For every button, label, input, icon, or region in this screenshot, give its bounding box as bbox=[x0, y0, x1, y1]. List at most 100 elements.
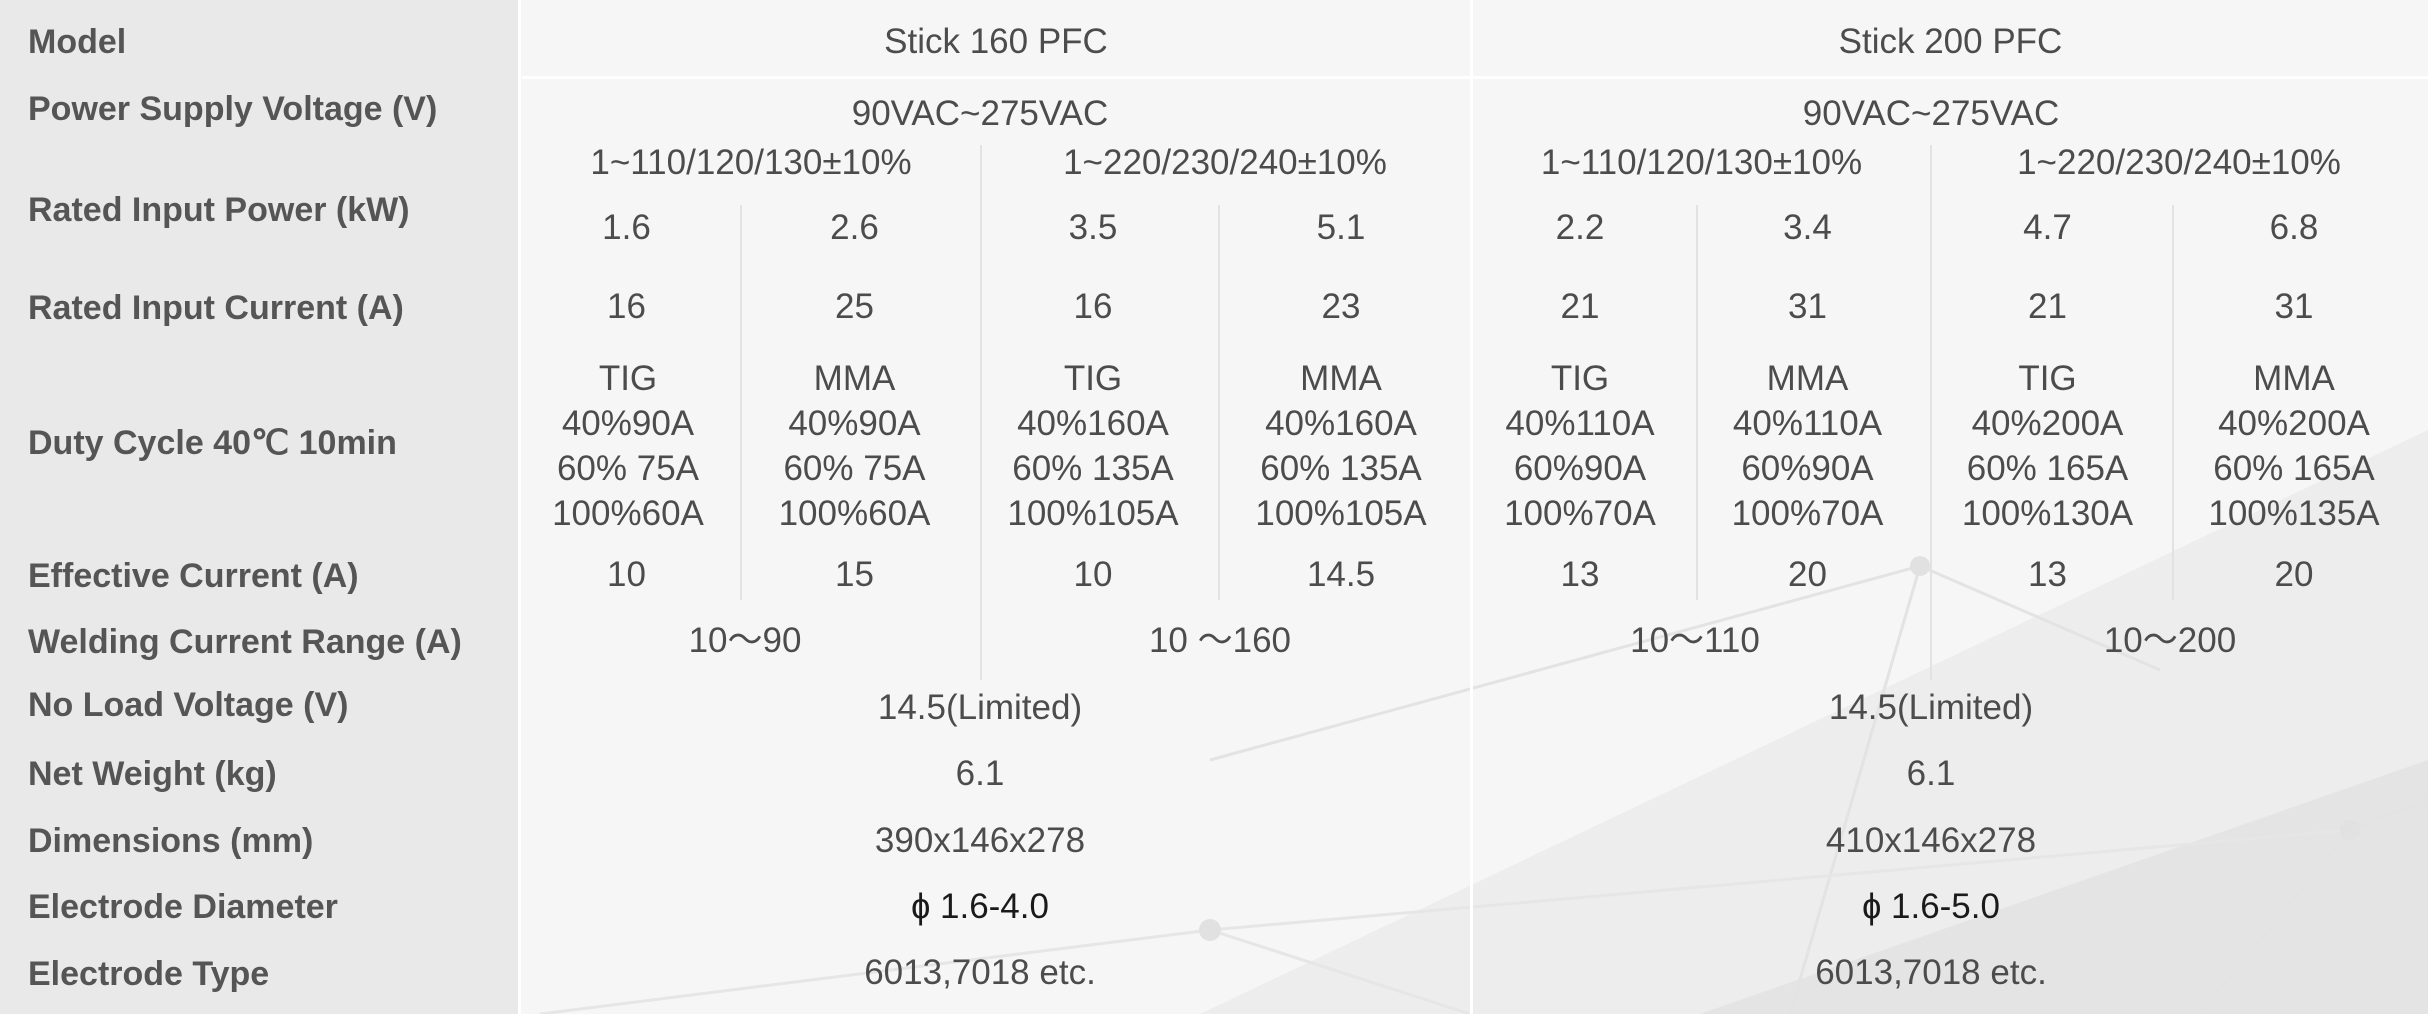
duty-40: 40%90A bbox=[561, 404, 695, 443]
electrode-type-value: 6013,7018 etc. bbox=[864, 953, 1096, 992]
rated-input-current-value: 23 bbox=[1321, 287, 1361, 326]
duty-100: 100%130A bbox=[1961, 494, 2134, 533]
sub-column-divider bbox=[1930, 145, 1932, 680]
welding-current-range-value: 10～90 bbox=[688, 621, 802, 660]
rated-input-current-value: 16 bbox=[1073, 287, 1113, 326]
effective-current-value: 15 bbox=[835, 555, 874, 594]
label-column bbox=[0, 0, 518, 1014]
duty-100: 100%105A bbox=[1007, 494, 1179, 533]
label-net-weight: Net Weight (kg) bbox=[28, 755, 277, 793]
duty-60: 60%90A bbox=[1741, 449, 1874, 488]
duty-cycle-cell: MMA 40%90A 60% 75A 100%60A bbox=[742, 356, 967, 536]
net-weight-value: 6.1 bbox=[955, 754, 1005, 793]
no-load-voltage-value: 14.5(Limited) bbox=[1828, 688, 2034, 727]
electrode-diameter-value: ɸ 1.6-5.0 bbox=[1862, 887, 2000, 926]
label-power-supply-voltage: Power Supply Voltage (V) bbox=[28, 90, 438, 128]
duty-60: 60% 135A bbox=[1260, 449, 1422, 488]
label-electrode-diameter: Electrode Diameter bbox=[28, 888, 338, 926]
duty-mode: TIG bbox=[1550, 359, 1610, 398]
label-effective-current: Effective Current (A) bbox=[28, 557, 359, 595]
label-electrode-type: Electrode Type bbox=[28, 955, 270, 993]
label-welding-current-range: Welding Current Range (A) bbox=[28, 623, 462, 661]
duty-cycle-cell: TIG 40%110A 60%90A 100%70A bbox=[1473, 356, 1687, 536]
label-model: Model bbox=[28, 23, 127, 61]
supply-voltage: 90VAC~275VAC bbox=[1802, 94, 2060, 133]
rated-input-current-value: 31 bbox=[1788, 287, 1827, 326]
duty-40: 40%200A bbox=[1971, 404, 2124, 443]
sub-column-divider bbox=[740, 205, 742, 600]
duty-100: 100%60A bbox=[552, 494, 704, 533]
rated-input-power-value: 2.2 bbox=[1555, 208, 1605, 247]
duty-60: 60% 165A bbox=[2213, 449, 2375, 488]
duty-cycle-cell: MMA 40%160A 60% 135A 100%105A bbox=[1220, 356, 1462, 536]
rated-input-current-value: 25 bbox=[835, 287, 874, 326]
effective-current-value: 10 bbox=[1073, 555, 1113, 594]
duty-mode: MMA bbox=[1300, 359, 1382, 398]
dimensions-value: 390x146x278 bbox=[874, 821, 1086, 860]
effective-current-value: 20 bbox=[1788, 555, 1827, 594]
duty-60: 60%90A bbox=[1513, 449, 1647, 488]
duty-mode: MMA bbox=[1766, 359, 1849, 398]
sub-column-divider bbox=[1696, 205, 1698, 600]
electrode-diameter-value: ɸ 1.6-4.0 bbox=[911, 887, 1049, 926]
duty-cycle-cell: TIG 40%90A 60% 75A 100%60A bbox=[528, 356, 728, 536]
electrode-type-value: 6013,7018 etc. bbox=[1815, 953, 2047, 992]
voltage-group: 1~110/120/130±10% bbox=[1540, 143, 1863, 182]
duty-cycle-cell: TIG 40%160A 60% 135A 100%105A bbox=[982, 356, 1204, 536]
header-divider bbox=[522, 76, 2428, 79]
welding-current-range-value: 10 ～160 bbox=[1148, 621, 1292, 660]
model-name: Stick 160 PFC bbox=[884, 22, 1108, 61]
rated-input-current-value: 31 bbox=[2274, 287, 2314, 326]
duty-cycle-cell: MMA 40%200A 60% 165A 100%135A bbox=[2174, 356, 2414, 536]
effective-current-value: 10 bbox=[607, 555, 646, 594]
rated-input-power-value: 4.7 bbox=[2023, 208, 2072, 247]
duty-40: 40%110A bbox=[1732, 404, 1883, 443]
duty-40: 40%160A bbox=[1017, 404, 1169, 443]
column-divider bbox=[1470, 0, 1473, 1014]
welding-current-range-value: 10～200 bbox=[2103, 621, 2237, 660]
duty-mode: MMA bbox=[813, 359, 896, 398]
duty-mode: TIG bbox=[598, 359, 658, 398]
duty-60: 60% 135A bbox=[1012, 449, 1174, 488]
duty-40: 40%160A bbox=[1265, 404, 1417, 443]
duty-40: 40%90A bbox=[788, 404, 921, 443]
column-divider bbox=[518, 0, 521, 1014]
welding-current-range-value: 10～110 bbox=[1630, 621, 1760, 660]
net-weight-value: 6.1 bbox=[1906, 754, 1956, 793]
rated-input-power-value: 3.5 bbox=[1068, 208, 1118, 247]
duty-100: 100%70A bbox=[1731, 494, 1884, 533]
rated-input-power-value: 5.1 bbox=[1316, 208, 1366, 247]
label-dimensions: Dimensions (mm) bbox=[28, 822, 314, 860]
rated-input-current-value: 21 bbox=[2028, 287, 2067, 326]
duty-mode: TIG bbox=[1063, 359, 1123, 398]
label-rated-input-power: Rated Input Power (kW) bbox=[28, 191, 410, 229]
rated-input-power-value: 6.8 bbox=[2269, 208, 2319, 247]
duty-cycle-cell: TIG 40%200A 60% 165A 100%130A bbox=[1932, 356, 2163, 536]
duty-60: 60% 75A bbox=[556, 449, 700, 488]
voltage-group: 1~220/230/240±10% bbox=[2017, 143, 2341, 182]
rated-input-power-value: 2.6 bbox=[830, 208, 879, 247]
rated-input-current-value: 21 bbox=[1560, 287, 1600, 326]
label-rated-input-current: Rated Input Current (A) bbox=[28, 289, 404, 327]
duty-mode: MMA bbox=[2253, 359, 2335, 398]
effective-current-value: 13 bbox=[1560, 555, 1600, 594]
no-load-voltage-value: 14.5(Limited) bbox=[877, 688, 1083, 727]
duty-40: 40%200A bbox=[2218, 404, 2370, 443]
rated-input-power-value: 1.6 bbox=[602, 208, 651, 247]
duty-40: 40%110A bbox=[1505, 404, 1655, 443]
rated-input-current-value: 16 bbox=[607, 287, 646, 326]
duty-100: 100%70A bbox=[1504, 494, 1656, 533]
sub-column-divider bbox=[1218, 205, 1220, 600]
duty-100: 100%60A bbox=[778, 494, 931, 533]
duty-100: 100%105A bbox=[1255, 494, 1427, 533]
voltage-group: 1~110/120/130±10% bbox=[590, 143, 912, 182]
effective-current-value: 14.5 bbox=[1306, 555, 1376, 594]
effective-current-value: 13 bbox=[2028, 555, 2067, 594]
label-duty-cycle: Duty Cycle 40℃ 10min bbox=[28, 424, 397, 462]
effective-current-value: 20 bbox=[2274, 555, 2314, 594]
duty-60: 60% 75A bbox=[783, 449, 926, 488]
sub-column-divider bbox=[2172, 205, 2174, 600]
rated-input-power-value: 3.4 bbox=[1783, 208, 1832, 247]
duty-cycle-cell: MMA 40%110A 60%90A 100%70A bbox=[1698, 356, 1917, 536]
